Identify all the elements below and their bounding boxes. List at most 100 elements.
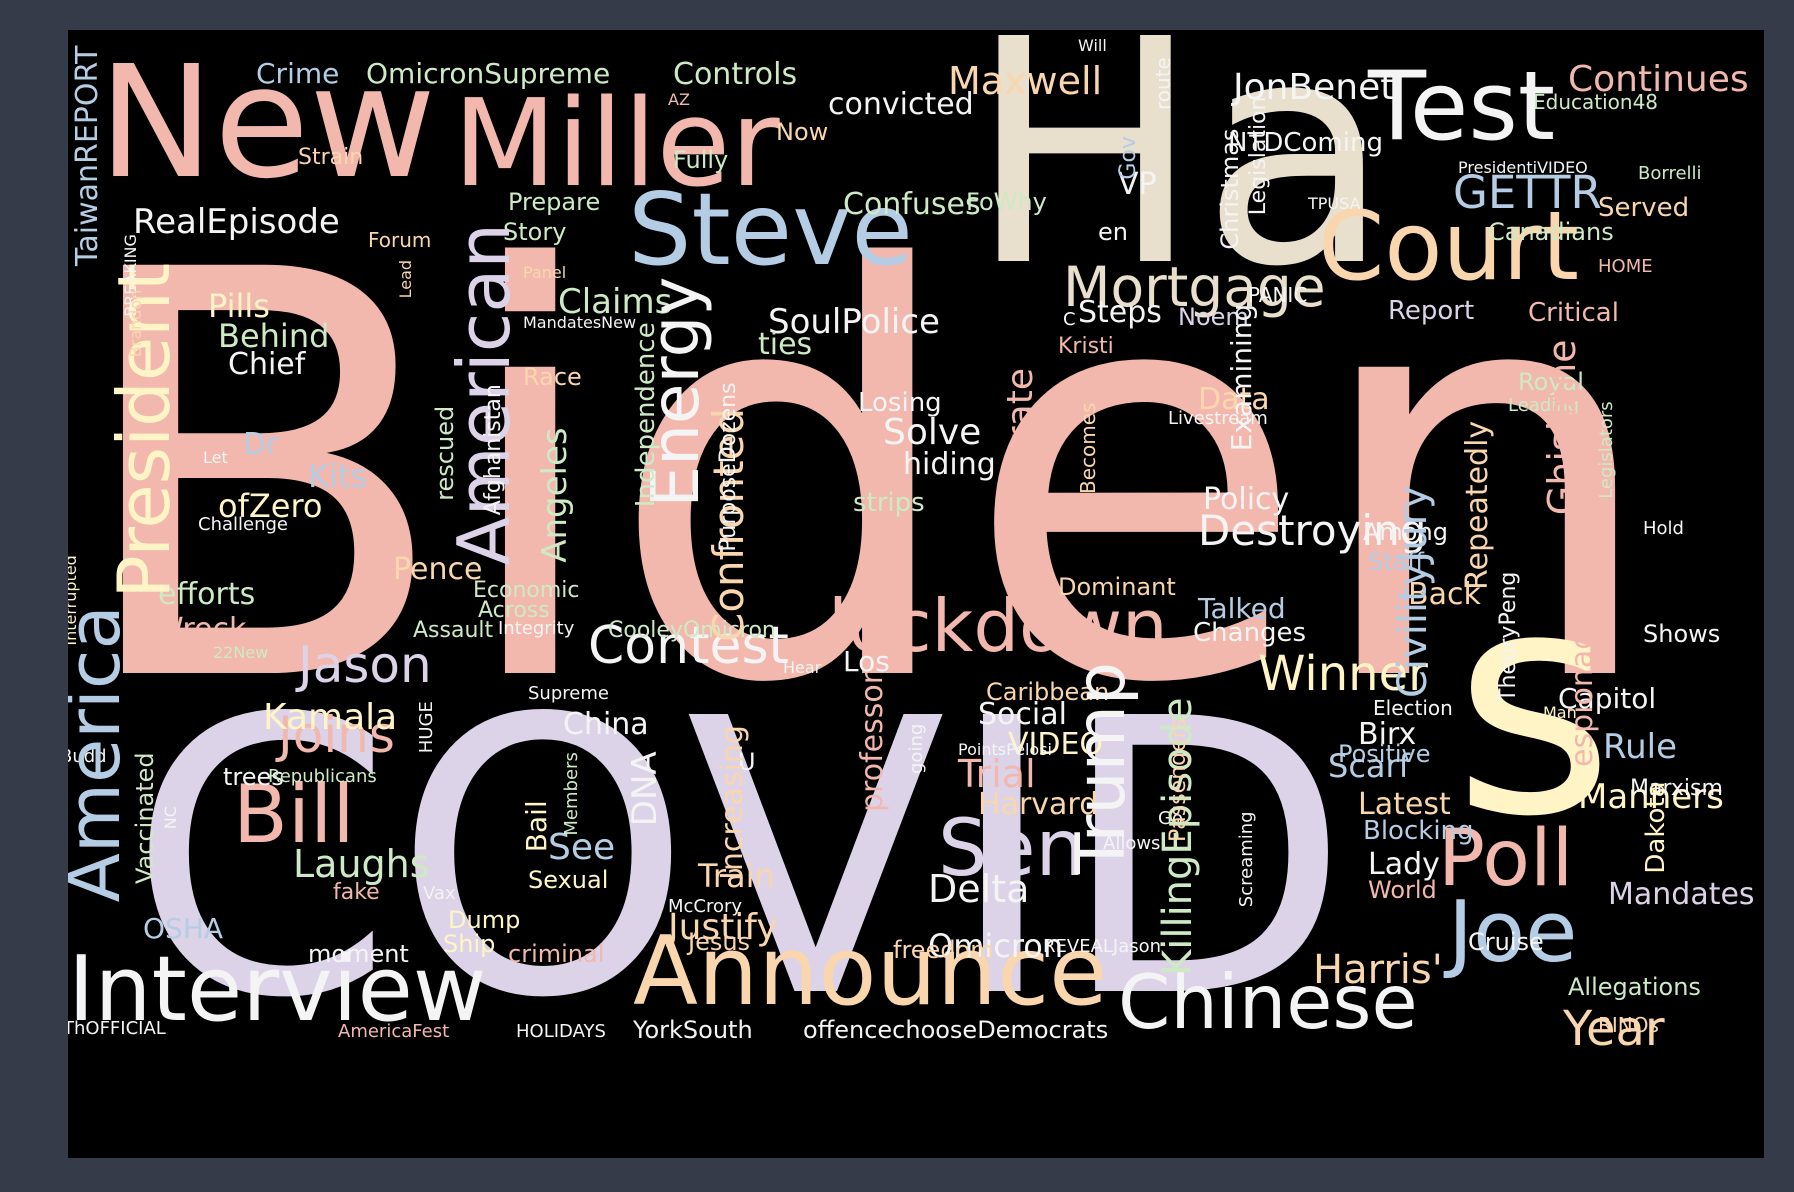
word-criminal: criminal: [508, 940, 605, 968]
word-nc: NC: [161, 806, 180, 830]
word-increasing: Increasing: [715, 725, 750, 880]
word-announce: Announce: [633, 917, 1108, 1027]
word-scarf: Scarf: [1328, 747, 1410, 785]
word-vp: VP: [1118, 167, 1157, 202]
word-steps: Steps: [1078, 295, 1162, 330]
word-new: New: [98, 32, 437, 213]
word-presidentivideo: PresidentiVIDEO: [1458, 158, 1588, 177]
word-among: Among: [1363, 518, 1448, 546]
word-interrupted: Interrupted: [68, 555, 80, 646]
word-allows: Allows: [1103, 833, 1161, 854]
word-hiding: hiding: [903, 447, 996, 482]
word-shows: Shows: [1643, 620, 1721, 648]
word-staff: Staff: [1368, 548, 1424, 576]
word-americafest: AmericaFest: [338, 1021, 450, 1042]
word-freedom: freedom: [893, 936, 994, 964]
word-education48: Education48: [1533, 90, 1659, 114]
word-cruise: Cruise: [1468, 928, 1544, 956]
word-capitol: Capitol: [1558, 682, 1657, 715]
word-mccrory: McCrory: [668, 896, 743, 917]
word-kits: Kits: [308, 457, 368, 495]
word-22new: 22New: [213, 643, 269, 662]
word-s: s: [1453, 524, 1615, 885]
word-sen: Sen: [938, 804, 1085, 894]
word-joe: Joe: [1448, 883, 1578, 982]
word-assault: Assault: [413, 618, 494, 643]
word-china: China: [563, 707, 649, 742]
word-ntdcoming: NTDComing: [1228, 128, 1383, 158]
word-marxism: Marxism: [1630, 776, 1723, 801]
word-route: route: [1151, 57, 1175, 110]
word-changes: Changes: [1193, 618, 1307, 648]
word-mandatesnew: MandatesNew: [523, 313, 637, 332]
word-latest: Latest: [1358, 787, 1451, 822]
word-delta: Delta: [928, 867, 1030, 911]
word-critical: Critical: [1528, 298, 1619, 328]
word-ghislaine: Ghislaine: [1540, 339, 1584, 516]
word-strain: Strain: [298, 145, 364, 170]
word-will: Will: [1078, 36, 1107, 55]
word-afghanistan: Afghanistan: [481, 384, 506, 516]
word-harris-: Harris': [1313, 947, 1443, 993]
word-jesus: Jesus: [688, 928, 751, 956]
word-legislation: Legislation: [1246, 96, 1271, 216]
word-bail: Bail: [520, 800, 553, 853]
word-train: Train: [698, 857, 775, 895]
word-let: Let: [203, 448, 228, 467]
word-leading: Leading: [1508, 395, 1580, 416]
word-az: AZ: [668, 90, 690, 109]
word-trees: trees: [223, 763, 284, 791]
word-independence: Independence: [631, 322, 661, 508]
word-taiwanreport: TaiwanREPORT: [70, 45, 105, 266]
word-behind: Behind: [218, 317, 330, 355]
word-going: going: [906, 723, 927, 774]
word-allegations: Allegations: [1568, 973, 1701, 1001]
word-pills: Pills: [208, 287, 270, 325]
word-policy: Policy: [1203, 482, 1290, 517]
word-pence: Pence: [393, 552, 483, 587]
word-report: Report: [1388, 296, 1475, 326]
word-christmas: Christmas: [1216, 128, 1244, 250]
word-convicted: convicted: [828, 87, 974, 122]
word-contest: Contest: [588, 616, 789, 676]
word-cooleyomicron: CooleyOmicron: [608, 618, 776, 643]
word-examining: Examining: [1225, 303, 1258, 452]
word-deliberate: Deliberate: [1000, 368, 1041, 556]
word-race: Race: [523, 363, 582, 391]
word-noem: Noem: [1178, 303, 1249, 331]
word-economic: Economic: [473, 578, 580, 603]
word-crime: Crime: [256, 57, 340, 90]
word-offencechoosedemocrats: offencechooseDemocrats: [803, 1016, 1109, 1044]
word-year: Year: [1563, 1001, 1665, 1057]
word-trial: Trial: [958, 752, 1036, 796]
word-thofficial: ThOFFICIAL: [68, 1018, 166, 1039]
word-joins: Joins: [278, 706, 395, 764]
word-harvard: Harvard: [978, 787, 1099, 822]
word-panel: Panel: [523, 263, 567, 282]
word-laughs: Laughs: [293, 842, 430, 886]
word-en: en: [1098, 218, 1128, 246]
word-screaming: Screaming: [1236, 811, 1257, 908]
word-chinese: Chinese: [1118, 958, 1418, 1046]
word-chief: Chief: [228, 347, 306, 382]
word-confuses: Confuses: [843, 187, 981, 222]
word-borrelli: Borrelli: [1638, 163, 1702, 184]
word-lead: Lead: [396, 259, 415, 299]
word-members: Members: [561, 752, 582, 836]
word-panic: PANIC: [1248, 283, 1308, 307]
word-fake: fake: [333, 880, 380, 905]
word-angeles: Angeles: [535, 427, 575, 563]
word-omicron: Omicron: [928, 927, 1064, 965]
word-budd: Budd: [68, 746, 107, 767]
word-passengers: Passengers: [1166, 717, 1191, 842]
word-theorypeng: TheoryPeng: [1496, 571, 1521, 702]
word-test: Test: [1368, 52, 1556, 162]
word-go: Go: [1158, 808, 1183, 829]
word-hold: Hold: [1643, 518, 1684, 539]
word-holidays: HOLIDAYS: [516, 1021, 606, 1042]
word-supreme: Supreme: [528, 683, 609, 704]
word-across: Across: [478, 598, 550, 623]
word-wreck: Wreck: [154, 612, 247, 647]
word-republicans: Republicans: [268, 766, 377, 787]
word-challenge: Challenge: [198, 514, 288, 535]
